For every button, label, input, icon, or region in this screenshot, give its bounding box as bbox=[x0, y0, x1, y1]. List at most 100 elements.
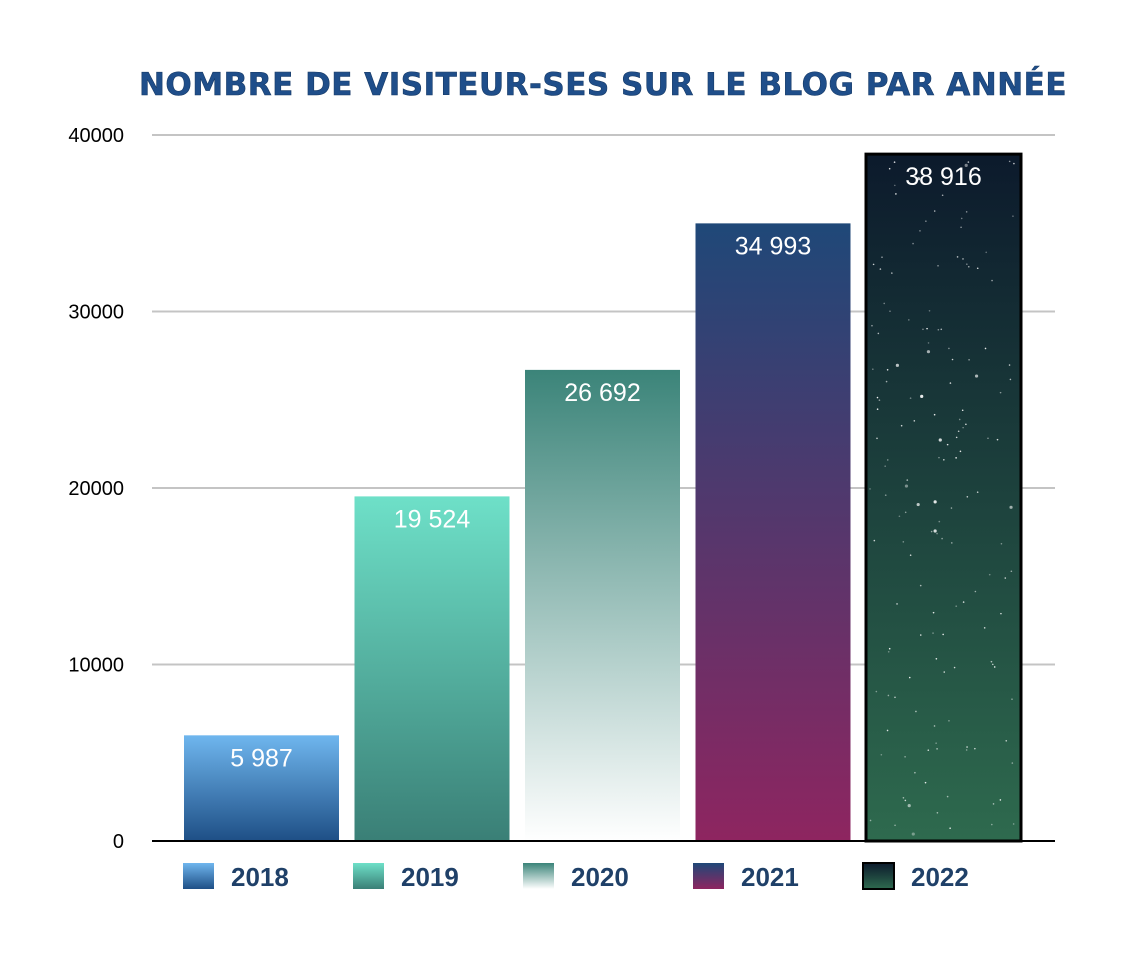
bar-2021 bbox=[695, 223, 851, 842]
star-dot bbox=[933, 500, 937, 504]
chart-title: NOMBRE DE VISITEUR-SES SUR LE BLOG PAR A… bbox=[139, 67, 1067, 103]
star-dot bbox=[909, 397, 912, 399]
legend-label-2019: 2019 bbox=[401, 862, 459, 892]
star-dot bbox=[886, 368, 889, 371]
star-dot bbox=[1000, 542, 1003, 545]
star-dot bbox=[887, 694, 890, 697]
star-dot bbox=[927, 342, 930, 344]
star-dot bbox=[943, 458, 945, 461]
bar-2022 bbox=[864, 152, 1023, 843]
star-dot bbox=[996, 438, 999, 441]
star-dot bbox=[926, 350, 931, 354]
star-dot bbox=[936, 811, 939, 814]
star-dot bbox=[880, 753, 883, 756]
star-dot bbox=[926, 327, 928, 330]
star-dot bbox=[966, 263, 968, 265]
y-tick-label: 0 bbox=[113, 831, 124, 853]
legend-label-2018: 2018 bbox=[231, 862, 289, 892]
star-dot bbox=[967, 161, 970, 163]
star-dot bbox=[889, 310, 891, 313]
star-dot bbox=[933, 725, 936, 727]
star-dot bbox=[886, 459, 889, 461]
star-dot bbox=[974, 747, 976, 750]
star-dot bbox=[959, 450, 962, 453]
star-dot bbox=[902, 796, 905, 799]
bars: 5 987 19 524 26 692 34 993 38 916 bbox=[184, 152, 1023, 843]
legend-swatch-2022 bbox=[862, 862, 895, 890]
star-dot bbox=[887, 650, 890, 653]
star-dot bbox=[930, 530, 933, 533]
star-dot bbox=[937, 264, 939, 267]
star-dot bbox=[1011, 762, 1014, 764]
star-dot bbox=[957, 430, 960, 433]
bar-value-label: 38 916 bbox=[905, 163, 981, 191]
star-dot bbox=[933, 529, 937, 533]
star-dot bbox=[993, 666, 996, 668]
star-dot bbox=[1009, 378, 1012, 381]
star-dot bbox=[883, 302, 886, 305]
star-dot bbox=[962, 601, 965, 603]
legend-label-2022: 2022 bbox=[911, 862, 969, 892]
star-dot bbox=[966, 746, 968, 748]
star-dot bbox=[879, 268, 882, 270]
star-dot bbox=[869, 488, 871, 490]
star-dot bbox=[907, 803, 911, 808]
star-dot bbox=[951, 358, 954, 361]
star-dot bbox=[965, 749, 968, 751]
star-dot bbox=[937, 328, 940, 331]
star-dot bbox=[956, 256, 959, 258]
star-dot bbox=[875, 690, 878, 693]
star-dot bbox=[894, 696, 896, 699]
star-dot bbox=[898, 515, 901, 518]
star-dot bbox=[908, 319, 910, 321]
star-dot bbox=[928, 309, 931, 312]
legend-swatch-2018 bbox=[183, 863, 214, 889]
star-dot bbox=[968, 358, 970, 361]
bar-value-label: 26 692 bbox=[564, 379, 640, 407]
star-dot bbox=[999, 799, 1002, 801]
star-dot bbox=[902, 541, 905, 543]
legend-swatch-2019 bbox=[353, 863, 384, 889]
star-dot bbox=[872, 368, 874, 371]
star-dot bbox=[1008, 160, 1011, 163]
star-dot bbox=[894, 824, 896, 827]
star-dot bbox=[949, 827, 951, 830]
star-dot bbox=[955, 457, 957, 459]
star-dot bbox=[913, 420, 916, 422]
star-dot bbox=[976, 491, 979, 494]
star-dot bbox=[904, 511, 907, 514]
star-dot bbox=[941, 194, 944, 197]
star-dot bbox=[919, 584, 922, 587]
star-dot bbox=[935, 742, 937, 744]
star-dot bbox=[936, 532, 938, 535]
star-dot bbox=[885, 380, 888, 383]
star-dot bbox=[886, 729, 889, 732]
star-dot bbox=[891, 272, 893, 274]
y-tick-label: 20000 bbox=[68, 478, 124, 500]
bar-2019 bbox=[354, 496, 510, 841]
bar-value-label: 19 524 bbox=[394, 505, 471, 533]
star-dot bbox=[878, 399, 881, 401]
star-dot bbox=[876, 408, 879, 410]
star-dot bbox=[920, 394, 924, 398]
star-dot bbox=[927, 749, 930, 752]
star-dot bbox=[965, 211, 968, 213]
legend-swatch-2021 bbox=[693, 863, 724, 889]
star-dot bbox=[962, 426, 964, 429]
star-dot bbox=[1011, 698, 1013, 700]
star-dot bbox=[895, 193, 897, 195]
star-dot bbox=[933, 413, 936, 416]
star-dot bbox=[991, 279, 993, 282]
star-dot bbox=[991, 823, 993, 826]
star-dot bbox=[915, 710, 917, 713]
y-tick-label: 30000 bbox=[68, 302, 124, 324]
star-dot bbox=[881, 256, 883, 259]
star-dot bbox=[987, 437, 989, 440]
star-dot bbox=[871, 324, 873, 327]
star-dot bbox=[922, 328, 924, 331]
star-dot bbox=[884, 465, 886, 467]
star-dot bbox=[914, 771, 916, 774]
star-dot bbox=[974, 590, 977, 593]
star-dot bbox=[895, 363, 899, 367]
